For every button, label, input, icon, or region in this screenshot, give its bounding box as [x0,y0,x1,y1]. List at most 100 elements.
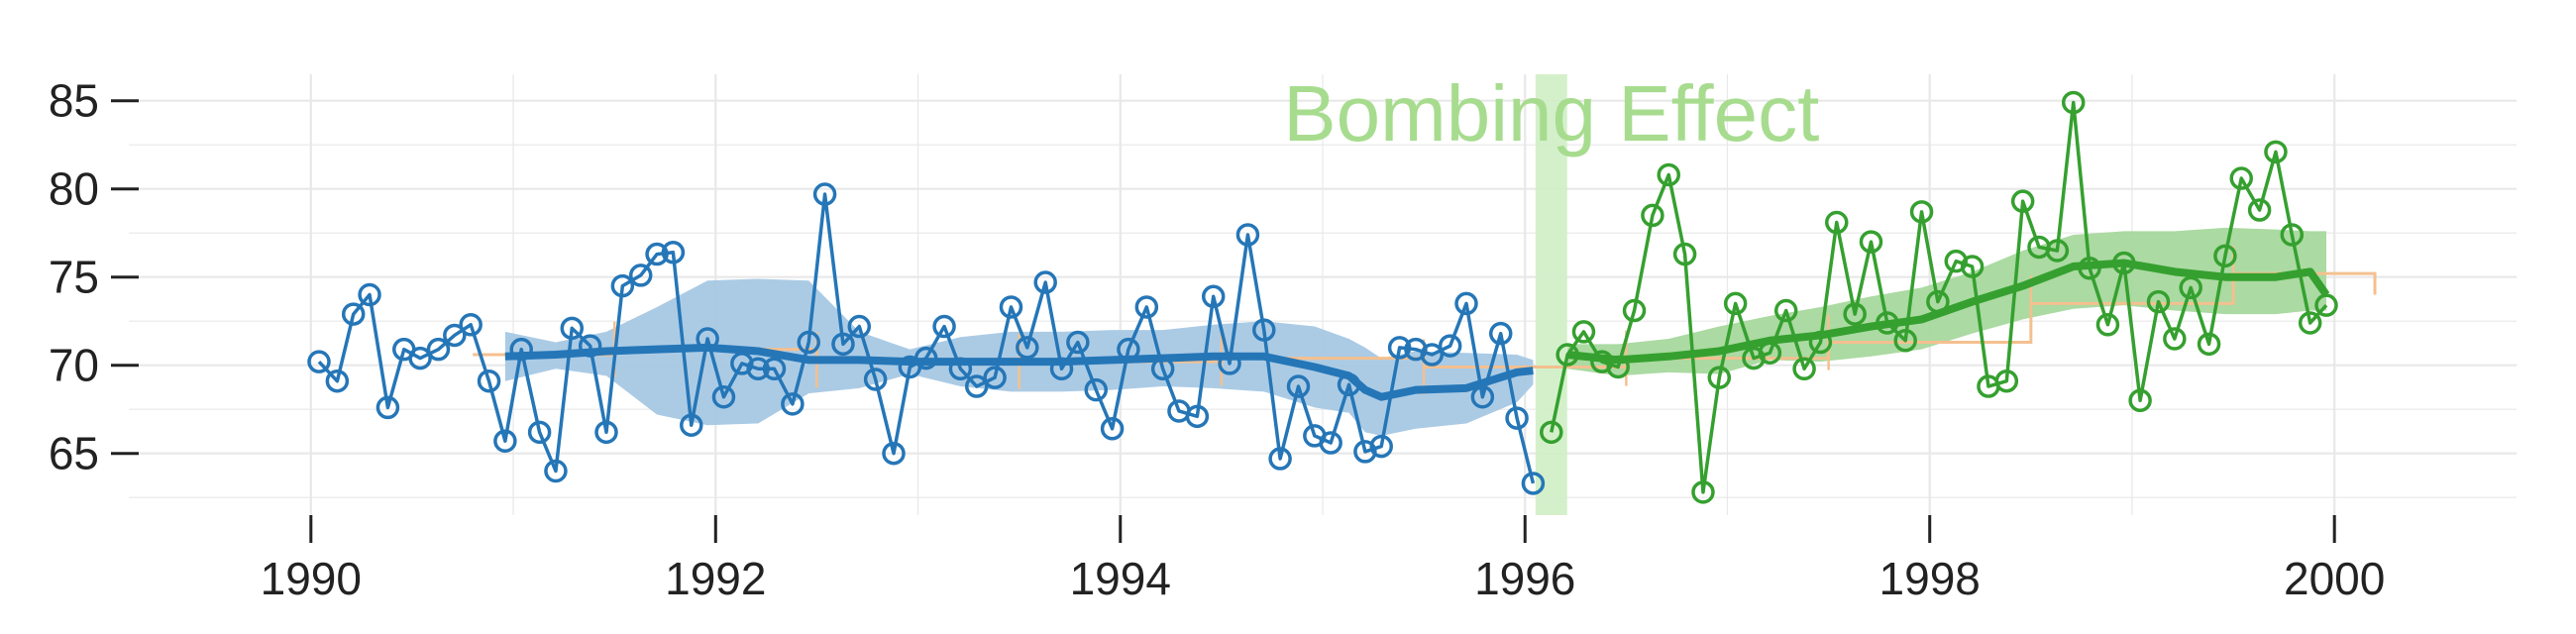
after-data-point [1672,242,1697,266]
before-data-point [527,420,552,445]
after-data-point [1571,320,1596,344]
after-data-point [1556,343,1579,367]
after-data-point [1808,330,1833,355]
before-data-point [746,357,770,381]
after-data-point [2128,388,2152,413]
before-data-point [1117,337,1140,362]
after-data-point [1606,355,1630,379]
after-data-point [1960,255,1985,278]
before-data-point [948,357,973,381]
before-data-point [1033,270,1057,294]
before-data-point [1185,404,1210,429]
before-data-point [1387,336,1412,360]
before-data-point [1286,374,1311,398]
after-data-point [2197,332,2221,357]
x-tick-label: 1992 [665,553,766,604]
before-data-point [509,337,533,362]
before-data-point [645,242,669,266]
before-data-point [578,334,602,358]
after-data-point [2095,313,2120,337]
before-data-point [493,429,517,453]
before-data-point [376,395,400,420]
before-data-point [863,368,888,391]
after-data-point [1859,230,1883,254]
after-data-point [2146,289,2171,314]
before-data-point [1150,357,1175,381]
bombing-effect-annotation: Bombing Effect [1283,69,1819,158]
after-data-point [2163,327,2187,351]
after-data-point [2213,244,2237,268]
after-data-point [1843,302,1867,326]
before-data-point [1100,417,1125,441]
before-data-point [847,314,872,339]
after-data-point [1792,357,1816,381]
before-data-point [443,323,467,348]
grid-layer [129,74,2517,515]
rolling-mean-layer [504,259,2330,401]
before-data-point [1134,295,1159,319]
after-data-point [2179,275,2202,300]
x-tick-label: 1998 [1879,553,1981,604]
before-data-point [1521,472,1546,495]
before-data-point [882,441,906,466]
before-series-line [317,192,1536,484]
before-data-point [307,350,331,373]
after-data-point [1707,366,1732,389]
after-data-point [1926,289,1950,314]
before-data-point [797,330,820,355]
before-data-point [1438,334,1462,358]
before-data-point [594,420,618,445]
after-data-point [1622,298,1647,323]
after-data-point [2078,257,2101,280]
before-data-point [1470,384,1495,409]
after-data-point [2314,293,2338,317]
before-data-point [831,332,855,357]
before-data-point [812,182,837,206]
before-data-point [358,282,381,307]
after-data-point [1893,329,1917,353]
after-data-point [2229,166,2253,190]
before-data-point [1049,357,1074,381]
before-data-point [1084,377,1109,402]
before-data-point [1420,343,1445,367]
series-layer [307,90,2338,504]
before-data-point [1369,434,1393,459]
before-data-point [1337,372,1361,397]
after-rolling-mean-line [1566,259,2330,365]
before-data-point [544,459,568,483]
y-tick-label: 80 [49,163,99,215]
after-data-point [2010,189,2035,213]
before-data-point [932,314,956,339]
x-tick-label: 1994 [1070,553,1171,604]
before-data-point [1252,318,1276,342]
before-data-point [711,384,736,409]
before-data-point [477,369,501,393]
before-data-point [913,346,938,370]
before-data-point [1488,321,1513,346]
before-data-point [762,357,787,381]
x-tick-label: 2000 [2284,553,2385,604]
before-data-point [459,313,483,337]
before-data-point [1235,223,1260,247]
after-data-point [1876,311,1899,335]
before-data-point [610,273,635,298]
before-data-point [1319,431,1342,455]
after-data-point [1540,420,1563,445]
y-tick-label: 65 [49,428,99,479]
y-tick-label: 75 [49,252,99,303]
x-tick-label: 1996 [1474,553,1575,604]
before-data-point [1066,330,1090,355]
x-tick-label: 1990 [261,553,362,604]
after-data-point [2280,223,2305,247]
after-data-point [1691,480,1715,504]
after-data-point [2045,239,2070,263]
before-data-point [628,264,653,287]
before-data-point [1016,336,1039,360]
before-data-point [965,374,989,398]
before-data-point [999,295,1023,319]
after-data-point [1758,341,1782,365]
after-data-point [2061,90,2086,115]
before-data-point [696,327,719,351]
